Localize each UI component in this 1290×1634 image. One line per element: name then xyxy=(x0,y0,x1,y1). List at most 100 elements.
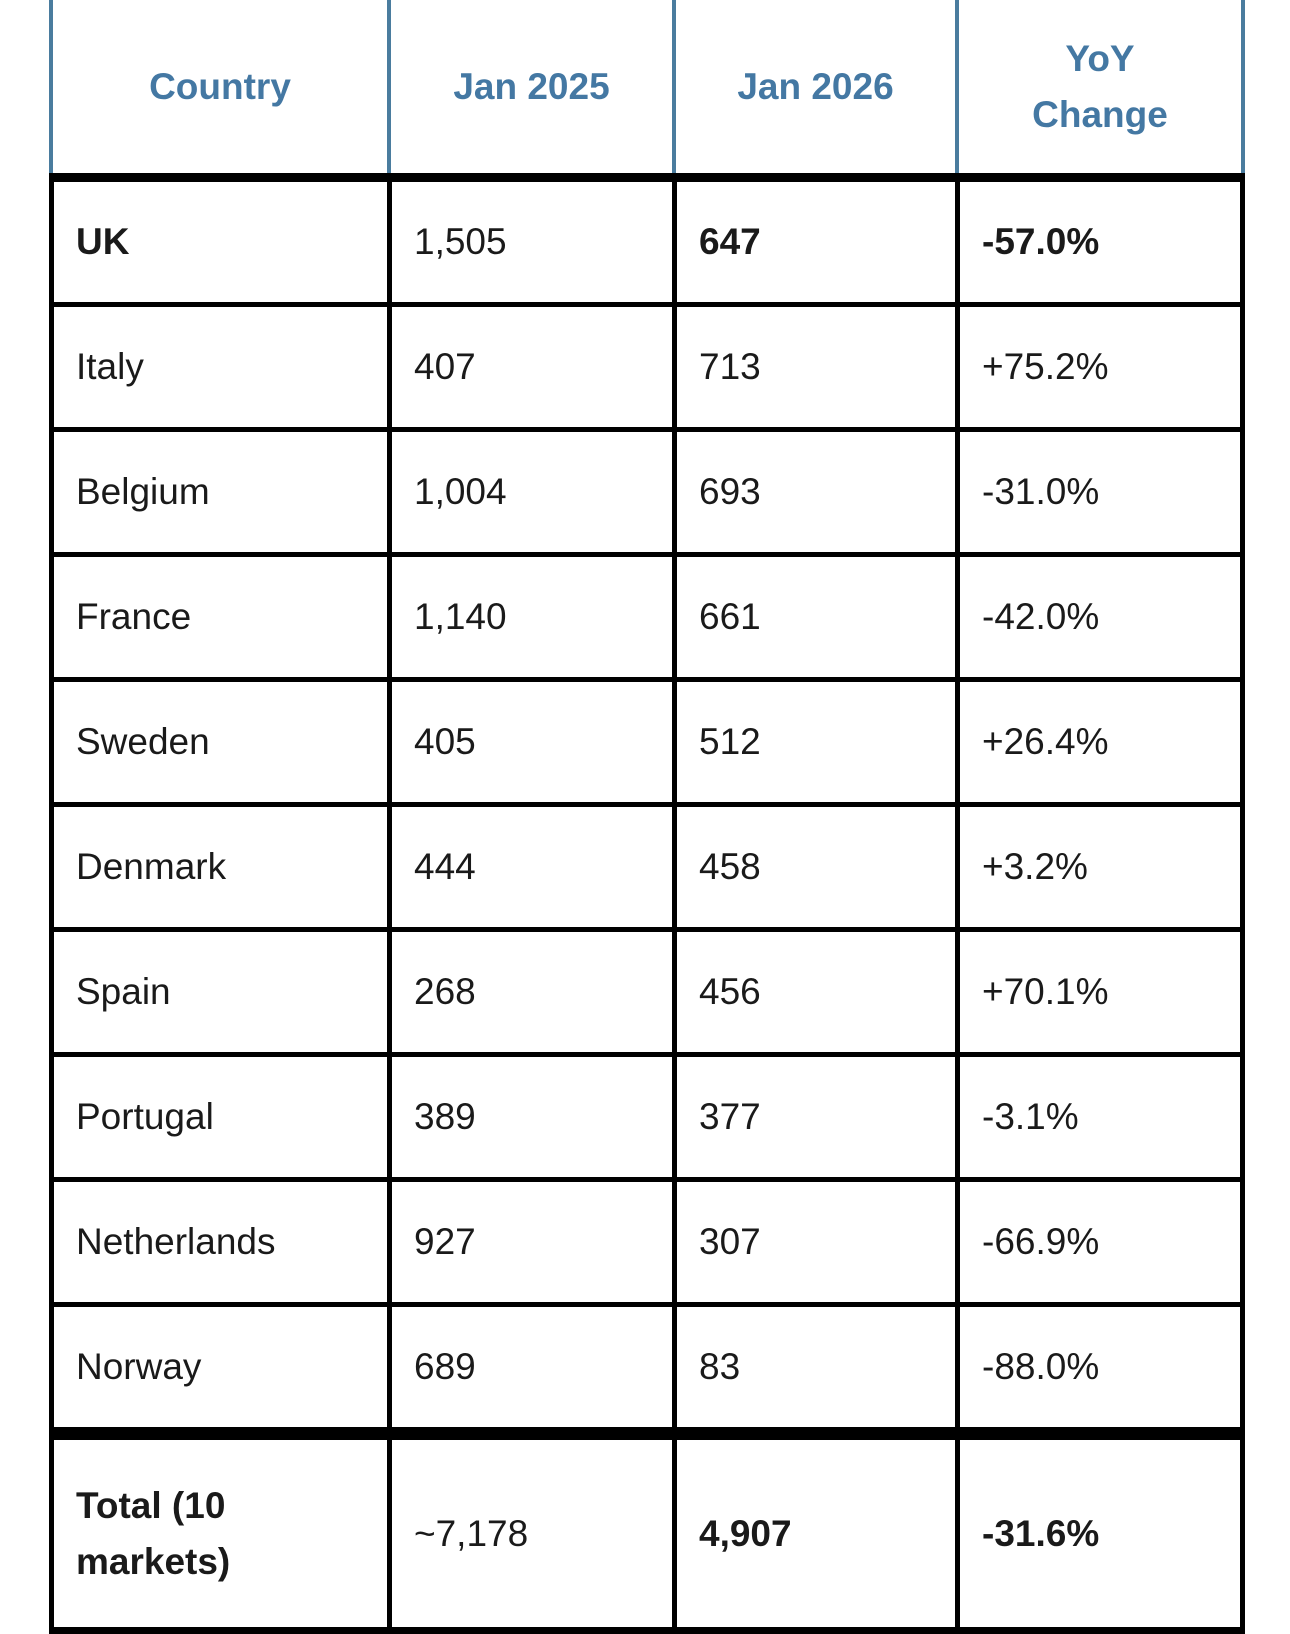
cell-country-text: Sweden xyxy=(76,721,210,763)
cell-jan-2025-text: 1,140 xyxy=(414,596,507,638)
cell-yoy-change: -31.6% xyxy=(955,1440,1245,1627)
cell-yoy-change: -66.9% xyxy=(955,1182,1245,1302)
cell-jan-2026-text: 456 xyxy=(699,971,761,1013)
cell-jan-2026: 307 xyxy=(672,1182,955,1302)
cell-country-text: Belgium xyxy=(76,471,210,513)
cell-country: Norway xyxy=(49,1307,387,1427)
cell-yoy-change-text: -57.0% xyxy=(982,221,1100,263)
cell-jan-2025-text: 405 xyxy=(414,721,476,763)
cell-country: Netherlands xyxy=(49,1182,387,1302)
table-body: UK 1,505 647 -57.0% Italy 407 713 +75.2% Belgium… xyxy=(49,182,1245,1627)
cell-yoy-change-text: -42.0% xyxy=(982,596,1100,638)
table-row-total: Total (10 markets) ~7,178 4,907 -31.6% xyxy=(49,1440,1245,1627)
cell-jan-2025: 389 xyxy=(387,1057,672,1177)
header-yoy-change: YoY Change xyxy=(955,0,1245,173)
header-jan-2025: Jan 2025 xyxy=(387,0,672,173)
cell-country-text: UK xyxy=(76,221,130,263)
cell-country: Belgium xyxy=(49,432,387,552)
cell-jan-2025-text: 389 xyxy=(414,1096,476,1138)
cell-jan-2026-text: 512 xyxy=(699,721,761,763)
total-divider-rule xyxy=(49,1432,1245,1440)
table-row: Norway 689 83 -88.0% xyxy=(49,1307,1245,1432)
table-row: Portugal 389 377 -3.1% xyxy=(49,1057,1245,1182)
country-comparison-table: Country Jan 2025 Jan 2026 YoY Change UK 1… xyxy=(49,0,1245,1634)
cell-jan-2026: 456 xyxy=(672,932,955,1052)
cell-yoy-change: +3.2% xyxy=(955,807,1245,927)
cell-jan-2025: 927 xyxy=(387,1182,672,1302)
cell-yoy-change: -31.0% xyxy=(955,432,1245,552)
table-bottom-rule xyxy=(49,1627,1245,1634)
cell-country-text: Spain xyxy=(76,971,171,1013)
cell-jan-2026-text: 647 xyxy=(699,221,761,263)
cell-jan-2026: 713 xyxy=(672,307,955,427)
cell-yoy-change: -57.0% xyxy=(955,182,1245,302)
cell-jan-2026: 647 xyxy=(672,182,955,302)
cell-jan-2025: 405 xyxy=(387,682,672,802)
cell-jan-2026: 377 xyxy=(672,1057,955,1177)
cell-yoy-change: +26.4% xyxy=(955,682,1245,802)
table-row: Denmark 444 458 +3.2% xyxy=(49,807,1245,932)
cell-yoy-change: +70.1% xyxy=(955,932,1245,1052)
table-row: Sweden 405 512 +26.4% xyxy=(49,682,1245,807)
cell-jan-2026-text: 83 xyxy=(699,1346,741,1388)
cell-country: Denmark xyxy=(49,807,387,927)
cell-jan-2025-text: 689 xyxy=(414,1346,476,1388)
cell-jan-2026-text: 307 xyxy=(699,1221,761,1263)
table-header-row: Country Jan 2025 Jan 2026 YoY Change xyxy=(49,0,1245,173)
cell-country: Sweden xyxy=(49,682,387,802)
cell-country-text: Netherlands xyxy=(76,1221,276,1263)
cell-jan-2025-text: ~7,178 xyxy=(414,1512,529,1554)
cell-yoy-change: -42.0% xyxy=(955,557,1245,677)
cell-jan-2025-text: 407 xyxy=(414,346,476,388)
cell-jan-2026: 693 xyxy=(672,432,955,552)
cell-yoy-change-text: +3.2% xyxy=(982,846,1088,888)
cell-jan-2026-text: 713 xyxy=(699,346,761,388)
cell-yoy-change-text: +70.1% xyxy=(982,971,1109,1013)
cell-yoy-change-text: +75.2% xyxy=(982,346,1109,388)
header-country: Country xyxy=(49,0,387,173)
cell-jan-2026-text: 377 xyxy=(699,1096,761,1138)
cell-jan-2026: 458 xyxy=(672,807,955,927)
cell-jan-2025: 444 xyxy=(387,807,672,927)
cell-yoy-change: -3.1% xyxy=(955,1057,1245,1177)
cell-country: UK xyxy=(49,182,387,302)
cell-country-text: Portugal xyxy=(76,1096,214,1138)
cell-country: Portugal xyxy=(49,1057,387,1177)
cell-country-text: Norway xyxy=(76,1346,202,1388)
table-row: Spain 268 456 +70.1% xyxy=(49,932,1245,1057)
cell-yoy-change-text: +26.4% xyxy=(982,721,1109,763)
cell-jan-2026: 4,907 xyxy=(672,1440,955,1627)
cell-jan-2025: ~7,178 xyxy=(387,1440,672,1627)
cell-jan-2026-text: 458 xyxy=(699,846,761,888)
header-jan-2026: Jan 2026 xyxy=(672,0,955,173)
cell-jan-2026-text: 661 xyxy=(699,596,761,638)
cell-country-text: Italy xyxy=(76,346,144,388)
cell-yoy-change-text: -31.0% xyxy=(982,471,1100,513)
cell-jan-2025: 268 xyxy=(387,932,672,1052)
cell-country: Italy xyxy=(49,307,387,427)
cell-jan-2025-text: 1,004 xyxy=(414,471,507,513)
cell-jan-2025: 689 xyxy=(387,1307,672,1427)
cell-yoy-change-text: -3.1% xyxy=(982,1096,1079,1138)
cell-jan-2025-text: 268 xyxy=(414,971,476,1013)
cell-jan-2026: 83 xyxy=(672,1307,955,1427)
cell-country-text: France xyxy=(76,596,192,638)
table-row: UK 1,505 647 -57.0% xyxy=(49,182,1245,307)
cell-jan-2026: 661 xyxy=(672,557,955,677)
cell-jan-2025-text: 1,505 xyxy=(414,221,507,263)
cell-country-text: Total (10 markets) xyxy=(76,1485,231,1582)
table-row: Belgium 1,004 693 -31.0% xyxy=(49,432,1245,557)
cell-yoy-change: -88.0% xyxy=(955,1307,1245,1427)
cell-country: Spain xyxy=(49,932,387,1052)
header-divider-rule xyxy=(49,173,1245,182)
cell-jan-2025: 407 xyxy=(387,307,672,427)
cell-yoy-change-text: -88.0% xyxy=(982,1346,1100,1388)
cell-yoy-change: +75.2% xyxy=(955,307,1245,427)
cell-jan-2025-text: 444 xyxy=(414,846,476,888)
table-row: Netherlands 927 307 -66.9% xyxy=(49,1182,1245,1307)
cell-jan-2025-text: 927 xyxy=(414,1221,476,1263)
cell-country-text: Denmark xyxy=(76,846,227,888)
table-row: Italy 407 713 +75.2% xyxy=(49,307,1245,432)
cell-jan-2025: 1,004 xyxy=(387,432,672,552)
cell-yoy-change-text: -31.6% xyxy=(982,1512,1100,1554)
